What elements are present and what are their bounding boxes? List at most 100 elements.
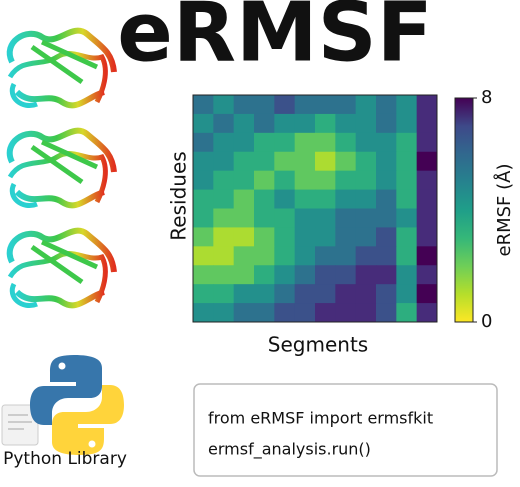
- heatmap-cell: [335, 265, 357, 285]
- heatmap-cell: [274, 170, 296, 191]
- document-icon-lines: [8, 414, 32, 430]
- heatmap-cell: [396, 246, 418, 266]
- heatmap-cell: [416, 284, 438, 304]
- heatmap-cell: [315, 132, 336, 153]
- heatmap-cell: [254, 246, 275, 266]
- heatmap-cell: [254, 151, 275, 172]
- heatmap-cell: [396, 227, 418, 247]
- heatmap-cell: [193, 265, 214, 285]
- heatmap-cell: [335, 303, 357, 323]
- heatmap-cell: [254, 170, 275, 191]
- heatmap-cell: [274, 284, 296, 304]
- heatmap-cell: [416, 227, 438, 247]
- heatmap-cell: [315, 170, 336, 191]
- heatmap-cell: [355, 189, 377, 209]
- heatmap-cell: [254, 284, 275, 304]
- heatmap-cell: [376, 208, 397, 228]
- heatmap-cell: [335, 246, 357, 266]
- heatmap-cell: [396, 113, 418, 134]
- heatmap-cell: [233, 227, 255, 247]
- heatmap-cell: [294, 113, 316, 134]
- heatmap-cell: [355, 284, 377, 304]
- protein-image: [10, 231, 114, 306]
- heatmap-cell: [335, 208, 357, 228]
- heatmap-cell: [193, 170, 214, 191]
- heatmap-cell: [233, 265, 255, 285]
- heatmap-cell: [335, 132, 357, 153]
- colorbar-label: eRMSF (Å): [493, 164, 515, 257]
- code-line: from eRMSF import ermsfkit: [208, 409, 433, 428]
- heatmap-cell: [233, 189, 255, 209]
- colorbar-tick-label: 8: [481, 87, 492, 108]
- heatmap-cell: [355, 95, 377, 115]
- heatmap-cell: [274, 189, 296, 209]
- heatmap-cell: [254, 113, 275, 134]
- heatmap-cell: [254, 95, 275, 115]
- heatmap-cell: [294, 95, 316, 115]
- heatmap-cell: [254, 208, 275, 228]
- heatmap-cell: [213, 151, 235, 172]
- heatmap-cell: [315, 113, 336, 134]
- heatmap-cell: [193, 227, 214, 247]
- heatmap-cell: [274, 132, 296, 153]
- heatmap-cell: [213, 113, 235, 134]
- heatmap-cell: [355, 170, 377, 191]
- heatmap-cell: [193, 246, 214, 266]
- heatmap-cell: [416, 265, 438, 285]
- heatmap-cell: [213, 132, 235, 153]
- heatmap-cell: [233, 284, 255, 304]
- heatmap-cell: [274, 151, 296, 172]
- colorbar-tick-label: 0: [481, 311, 492, 332]
- x-axis-label: Segments: [268, 333, 368, 357]
- heatmap-cell: [376, 284, 397, 304]
- heatmap-cell: [274, 246, 296, 266]
- heatmap-cell: [233, 113, 255, 134]
- heatmap-cell: [416, 151, 438, 172]
- heatmap-cell: [315, 95, 336, 115]
- heatmap-cell: [355, 132, 377, 153]
- heatmap-cell: [335, 170, 357, 191]
- heatmap-cell: [233, 246, 255, 266]
- heatmap-cell: [416, 95, 438, 115]
- heatmap-cell: [213, 227, 235, 247]
- heatmap-cell: [193, 151, 214, 172]
- heatmap-cell: [376, 95, 397, 115]
- heatmap-cell: [376, 189, 397, 209]
- heatmap-cell: [335, 189, 357, 209]
- heatmap-cell: [294, 284, 316, 304]
- heatmap-cell: [254, 227, 275, 247]
- heatmap-cell: [355, 246, 377, 266]
- heatmap-cell: [213, 303, 235, 323]
- heatmap-cell: [294, 246, 316, 266]
- heatmap-cell: [315, 208, 336, 228]
- heatmap-cell: [294, 170, 316, 191]
- heatmap-cell: [396, 303, 418, 323]
- heatmap-cell: [193, 95, 214, 115]
- heatmap-cell: [315, 246, 336, 266]
- heatmap-cell: [213, 170, 235, 191]
- heatmap-cell: [335, 95, 357, 115]
- heatmap-cell: [376, 246, 397, 266]
- heatmap-cell: [376, 265, 397, 285]
- heatmap-cell: [376, 303, 397, 323]
- heatmap-cell: [315, 189, 336, 209]
- heatmap-cell: [396, 208, 418, 228]
- heatmap-cell: [315, 151, 336, 172]
- heatmap-cell: [233, 208, 255, 228]
- heatmap-cell: [335, 227, 357, 247]
- colorbar: [454, 97, 474, 323]
- heatmap-cell: [396, 132, 418, 153]
- heatmap-cell: [294, 151, 316, 172]
- heatmap-cell: [193, 113, 214, 134]
- heatmap-cell: [355, 151, 377, 172]
- heatmap-cell: [254, 265, 275, 285]
- heatmap-cell: [254, 303, 275, 323]
- heatmap-cell: [233, 132, 255, 153]
- heatmap-cell: [396, 284, 418, 304]
- heatmap-cell: [396, 189, 418, 209]
- heatmap-cell: [416, 303, 438, 323]
- y-axis-label: Residues: [167, 151, 191, 240]
- heatmap-cell: [193, 208, 214, 228]
- heatmap-cell: [294, 265, 316, 285]
- heatmap-cell: [376, 227, 397, 247]
